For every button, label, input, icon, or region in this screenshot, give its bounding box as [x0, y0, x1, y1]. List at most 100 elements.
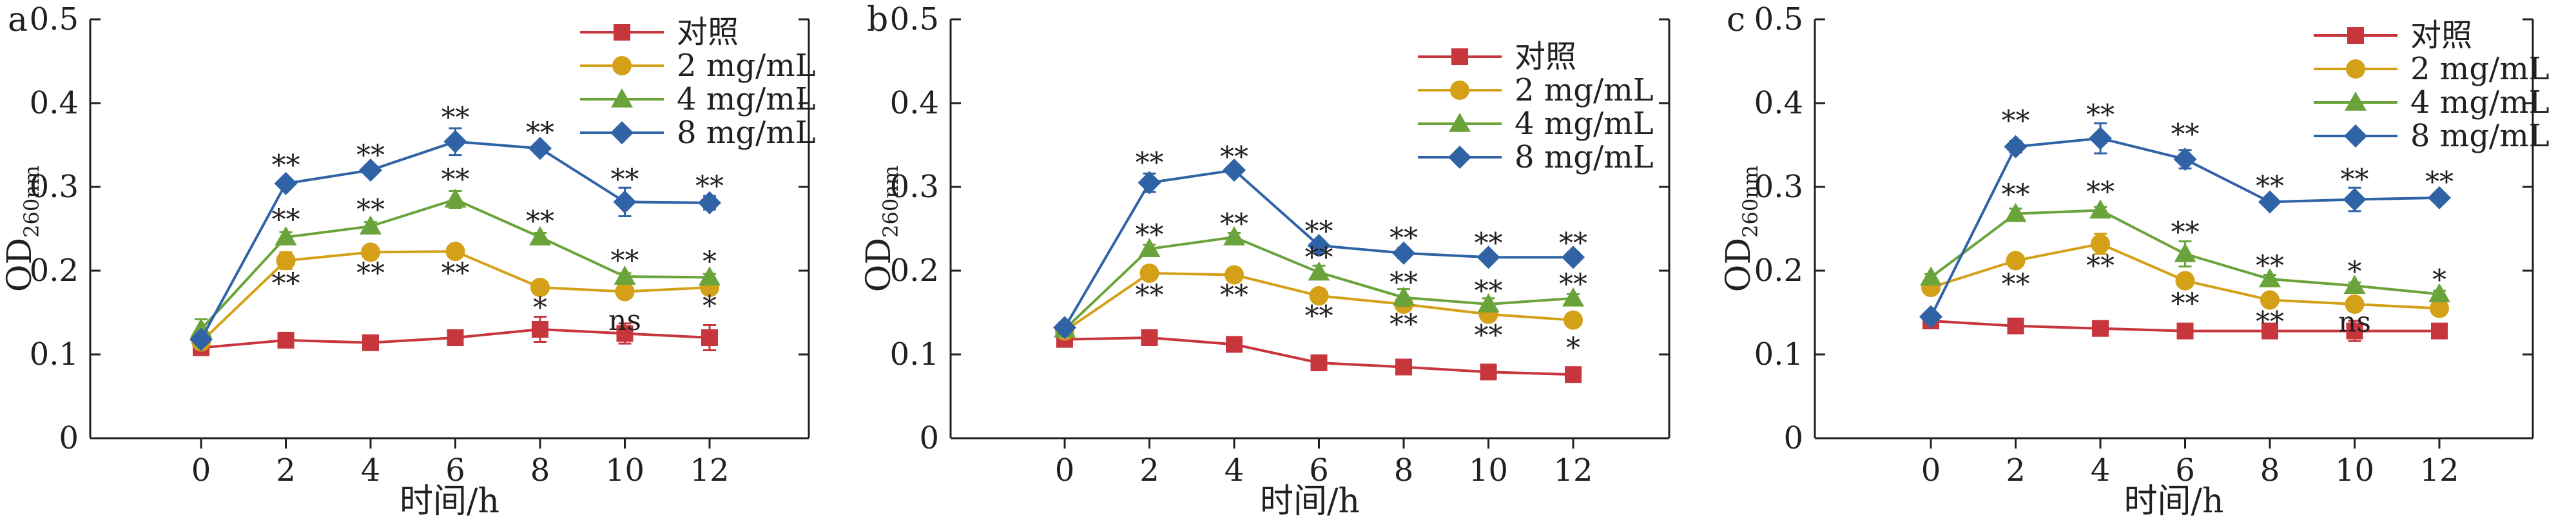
data-point [1477, 293, 1500, 313]
significance-label: ** [1559, 268, 1587, 301]
significance-label: ** [272, 150, 300, 182]
data-point [360, 215, 382, 235]
y-tick-label: 0.3 [1754, 169, 1803, 205]
legend-label: 对照 [1515, 39, 1576, 75]
data-point [447, 329, 464, 346]
significance-label: ** [1390, 222, 1418, 255]
legend-marker [2346, 59, 2365, 79]
x-tick-label: 12 [1553, 452, 1593, 488]
data-point [2089, 199, 2111, 219]
significance-label: ** [272, 267, 300, 300]
y-tick-label: 0.1 [1754, 336, 1803, 372]
significance-label: * [702, 246, 717, 278]
y-axis-title-main: OD [1719, 238, 1758, 292]
data-point [2428, 283, 2450, 303]
data-point [698, 191, 721, 215]
y-axis-title: OD260nm [1719, 166, 1763, 292]
significance-label: ns [608, 304, 641, 337]
data-point [2006, 251, 2026, 271]
data-point [1564, 310, 1583, 330]
data-point [444, 188, 467, 208]
significance-label: ** [356, 193, 385, 226]
significance-label: ** [1305, 300, 1333, 333]
data-point [701, 329, 718, 346]
data-point [2346, 322, 2363, 340]
legend-marker [2345, 92, 2367, 111]
series-2 [190, 188, 721, 341]
y-tick-label: 0.3 [890, 169, 939, 205]
significance-label: ** [272, 204, 300, 237]
significance-label: * [2348, 256, 2362, 289]
data-point [361, 242, 380, 262]
data-point [2176, 322, 2194, 340]
data-point [1309, 286, 1329, 305]
data-point [1139, 263, 1159, 283]
significance-label: ** [611, 164, 639, 197]
significance-label: ** [526, 206, 554, 238]
y-tick-label: 0.2 [1754, 253, 1803, 289]
legend-marker [2347, 27, 2364, 44]
x-tick-label: 4 [1225, 452, 1244, 488]
significance-label: * [702, 290, 717, 323]
significance-label: ** [1390, 267, 1418, 300]
significance-label: ** [526, 117, 554, 150]
x-tick-label: 8 [1394, 452, 1414, 488]
panel-label: b [867, 1, 888, 39]
legend-marker [1449, 113, 1471, 132]
legend-marker [612, 56, 632, 75]
x-tick-label: 2 [1139, 452, 1159, 488]
data-point [2174, 243, 2196, 262]
y-tick-label: 0.4 [1754, 85, 1803, 121]
data-point [616, 325, 634, 342]
data-point [2430, 298, 2449, 318]
y-tick-label: 0 [1783, 420, 1803, 456]
legend-label: 8 mg/mL [677, 115, 816, 151]
data-point [528, 137, 552, 160]
data-point [529, 226, 551, 246]
series-0 [1056, 329, 1582, 383]
x-tick-label: 6 [1309, 452, 1329, 488]
y-tick-label: 0.2 [890, 253, 939, 289]
series-2 [1920, 199, 2450, 303]
data-point [1223, 159, 1246, 182]
x-tick-label: 8 [2260, 452, 2280, 488]
y-tick-label: 0.1 [890, 336, 939, 372]
legend-label: 对照 [2410, 17, 2472, 53]
data-point [2175, 271, 2195, 291]
significance-label: ** [356, 257, 385, 290]
data-point [1565, 366, 1582, 383]
data-point [1307, 234, 1331, 257]
data-point [1562, 246, 1585, 269]
series-3 [1919, 122, 2451, 329]
significance-label: ** [441, 257, 470, 290]
data-point [2261, 322, 2278, 340]
significance-label: ** [2086, 250, 2115, 283]
data-point [2004, 202, 2027, 222]
panel-label: c [1727, 1, 1745, 39]
series-0 [193, 316, 718, 356]
data-point [362, 334, 379, 351]
data-point [276, 251, 296, 271]
legend-label: 8 mg/mL [1515, 139, 1654, 175]
significance-label: ** [2171, 287, 2200, 320]
data-point [613, 190, 637, 214]
data-point [2343, 188, 2367, 211]
y-axis-title-main: OD [860, 238, 898, 292]
data-point [277, 331, 295, 349]
significance-label: ** [2171, 118, 2200, 151]
data-point [699, 266, 721, 286]
data-point [1392, 241, 1415, 265]
x-tick-label: 10 [1469, 452, 1508, 488]
legend-marker [1448, 146, 1471, 169]
legend: 对照2 mg/mL4 mg/mL8 mg/mL [2314, 17, 2550, 154]
y-axis-title-main: OD [1, 238, 39, 292]
significance-label: ** [2086, 176, 2115, 209]
significance-label: ** [1136, 147, 1164, 180]
y-axis-title: OD260nm [1, 166, 44, 292]
legend-label: 2 mg/mL [2410, 51, 2550, 87]
significance-label: ** [1475, 227, 1503, 260]
data-point [1223, 226, 1245, 246]
